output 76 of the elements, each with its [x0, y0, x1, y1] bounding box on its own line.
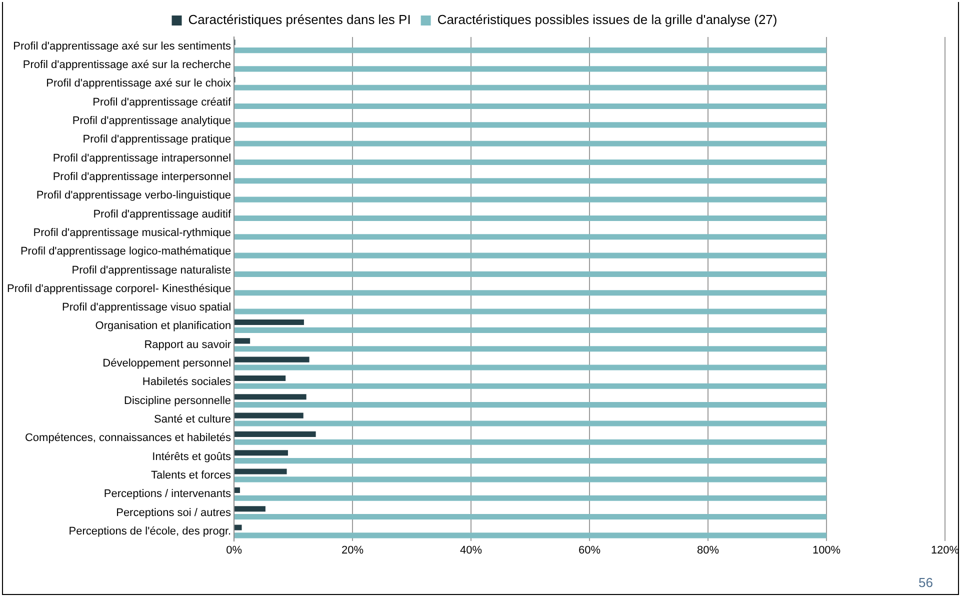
bar: [234, 319, 304, 326]
bar: [234, 458, 827, 464]
bar: [234, 338, 250, 344]
x-tick-label: 20%: [342, 544, 364, 556]
y-tick-label: Profil d'apprentissage interpersonnel: [52, 170, 232, 183]
y-tick-label: Profil d'apprentissage musical-rythmique: [33, 226, 232, 239]
y-tick-label: Profil d'apprentissage axé sur le choix: [46, 78, 232, 90]
bar: [234, 196, 827, 202]
bar: [234, 524, 242, 530]
bar: [234, 476, 827, 482]
y-tick-label: Profil d'apprentissage auditif: [93, 208, 232, 220]
y-tick-label: Développement personnel: [102, 358, 232, 370]
y-tick-label: Profil d'apprentissage visuo spatial: [62, 302, 232, 314]
bar: [234, 308, 827, 314]
bar: [234, 439, 827, 445]
y-tick-label: Talents et forces: [150, 470, 232, 482]
bar: [234, 271, 827, 277]
bar: [234, 402, 827, 408]
y-tick-label: Perceptions / intervenants: [104, 488, 232, 500]
bar: [234, 122, 827, 128]
bar: [234, 487, 240, 493]
bar: [234, 356, 310, 362]
y-tick-label: Profil d'apprentissage axé sur les sentiments: [13, 40, 232, 52]
y-tick-label: Profil d'apprentissage logico-mathématique: [20, 246, 232, 258]
bar: [234, 159, 827, 166]
bar: [234, 383, 827, 389]
bar: [234, 450, 288, 456]
y-tick-label: Profil d'apprentissage analytique: [72, 115, 232, 127]
y-tick-label: Perceptions soi / autres: [116, 506, 232, 519]
y-tick-label: Discipline personnelle: [124, 394, 232, 407]
y-tick-label: Profil d'apprentissage pratique: [82, 134, 232, 146]
x-tick-label: 100%: [812, 544, 841, 556]
bar: [234, 290, 827, 296]
bar: [234, 252, 827, 258]
bar: [234, 468, 287, 474]
y-tick-label: Compétences, connaissances et habiletés: [24, 432, 232, 444]
y-tick-label: Profil d'apprentissage verbo-linguistique: [36, 190, 232, 202]
y-tick-label: Profil d'apprentissage intrapersonnel: [52, 152, 232, 164]
bar: [234, 234, 827, 240]
text: 56: [918, 575, 933, 590]
bar: [234, 364, 827, 370]
bar: [234, 420, 827, 426]
bar: [234, 394, 306, 400]
bar: [234, 431, 316, 437]
legend-label: Caractéristiques présentes dans les PI: [188, 12, 411, 28]
y-tick-label: Intérêts et goûts: [152, 450, 232, 463]
bar: [234, 495, 827, 501]
bar: [234, 48, 827, 54]
y-tick-label: Perceptions de l'école, des progr.: [68, 526, 232, 538]
bar: [234, 84, 827, 90]
y-tick-label: Habiletés sociales: [142, 376, 232, 388]
bar: [234, 178, 827, 184]
y-tick-label: Profil d'apprentissage créatif: [92, 96, 232, 108]
y-tick-label: Organisation et planification: [95, 320, 232, 332]
y-tick-label: Profil d'apprentissage axé sur la recherche: [22, 59, 232, 72]
x-tick-label: 40%: [460, 544, 482, 556]
y-tick-label: Profil d'apprentissage corporel- Kinesthésique: [7, 282, 232, 295]
bar: [234, 327, 827, 333]
y-tick-label: Profil d'apprentissage naturaliste: [72, 264, 232, 276]
x-tick-label: 60%: [578, 544, 601, 556]
y-tick-label: Rapport au savoir: [144, 338, 232, 351]
bar: [234, 506, 266, 512]
bar: [234, 375, 286, 382]
x-tick-label: 120%: [930, 544, 960, 556]
bar: [234, 532, 827, 538]
y-tick-label: Santé et culture: [154, 414, 232, 426]
bar: [234, 412, 304, 418]
bar: [234, 66, 827, 72]
legend-label: Caractéristiques possibles issues de la grille d'analyse (27): [437, 12, 778, 28]
bar: [234, 346, 827, 352]
bar: [234, 103, 827, 110]
x-tick-label: 0%: [226, 544, 242, 556]
x-tick-label: 80%: [697, 544, 720, 556]
bar: [234, 215, 827, 222]
bar: [234, 140, 827, 146]
bar: [234, 514, 827, 520]
